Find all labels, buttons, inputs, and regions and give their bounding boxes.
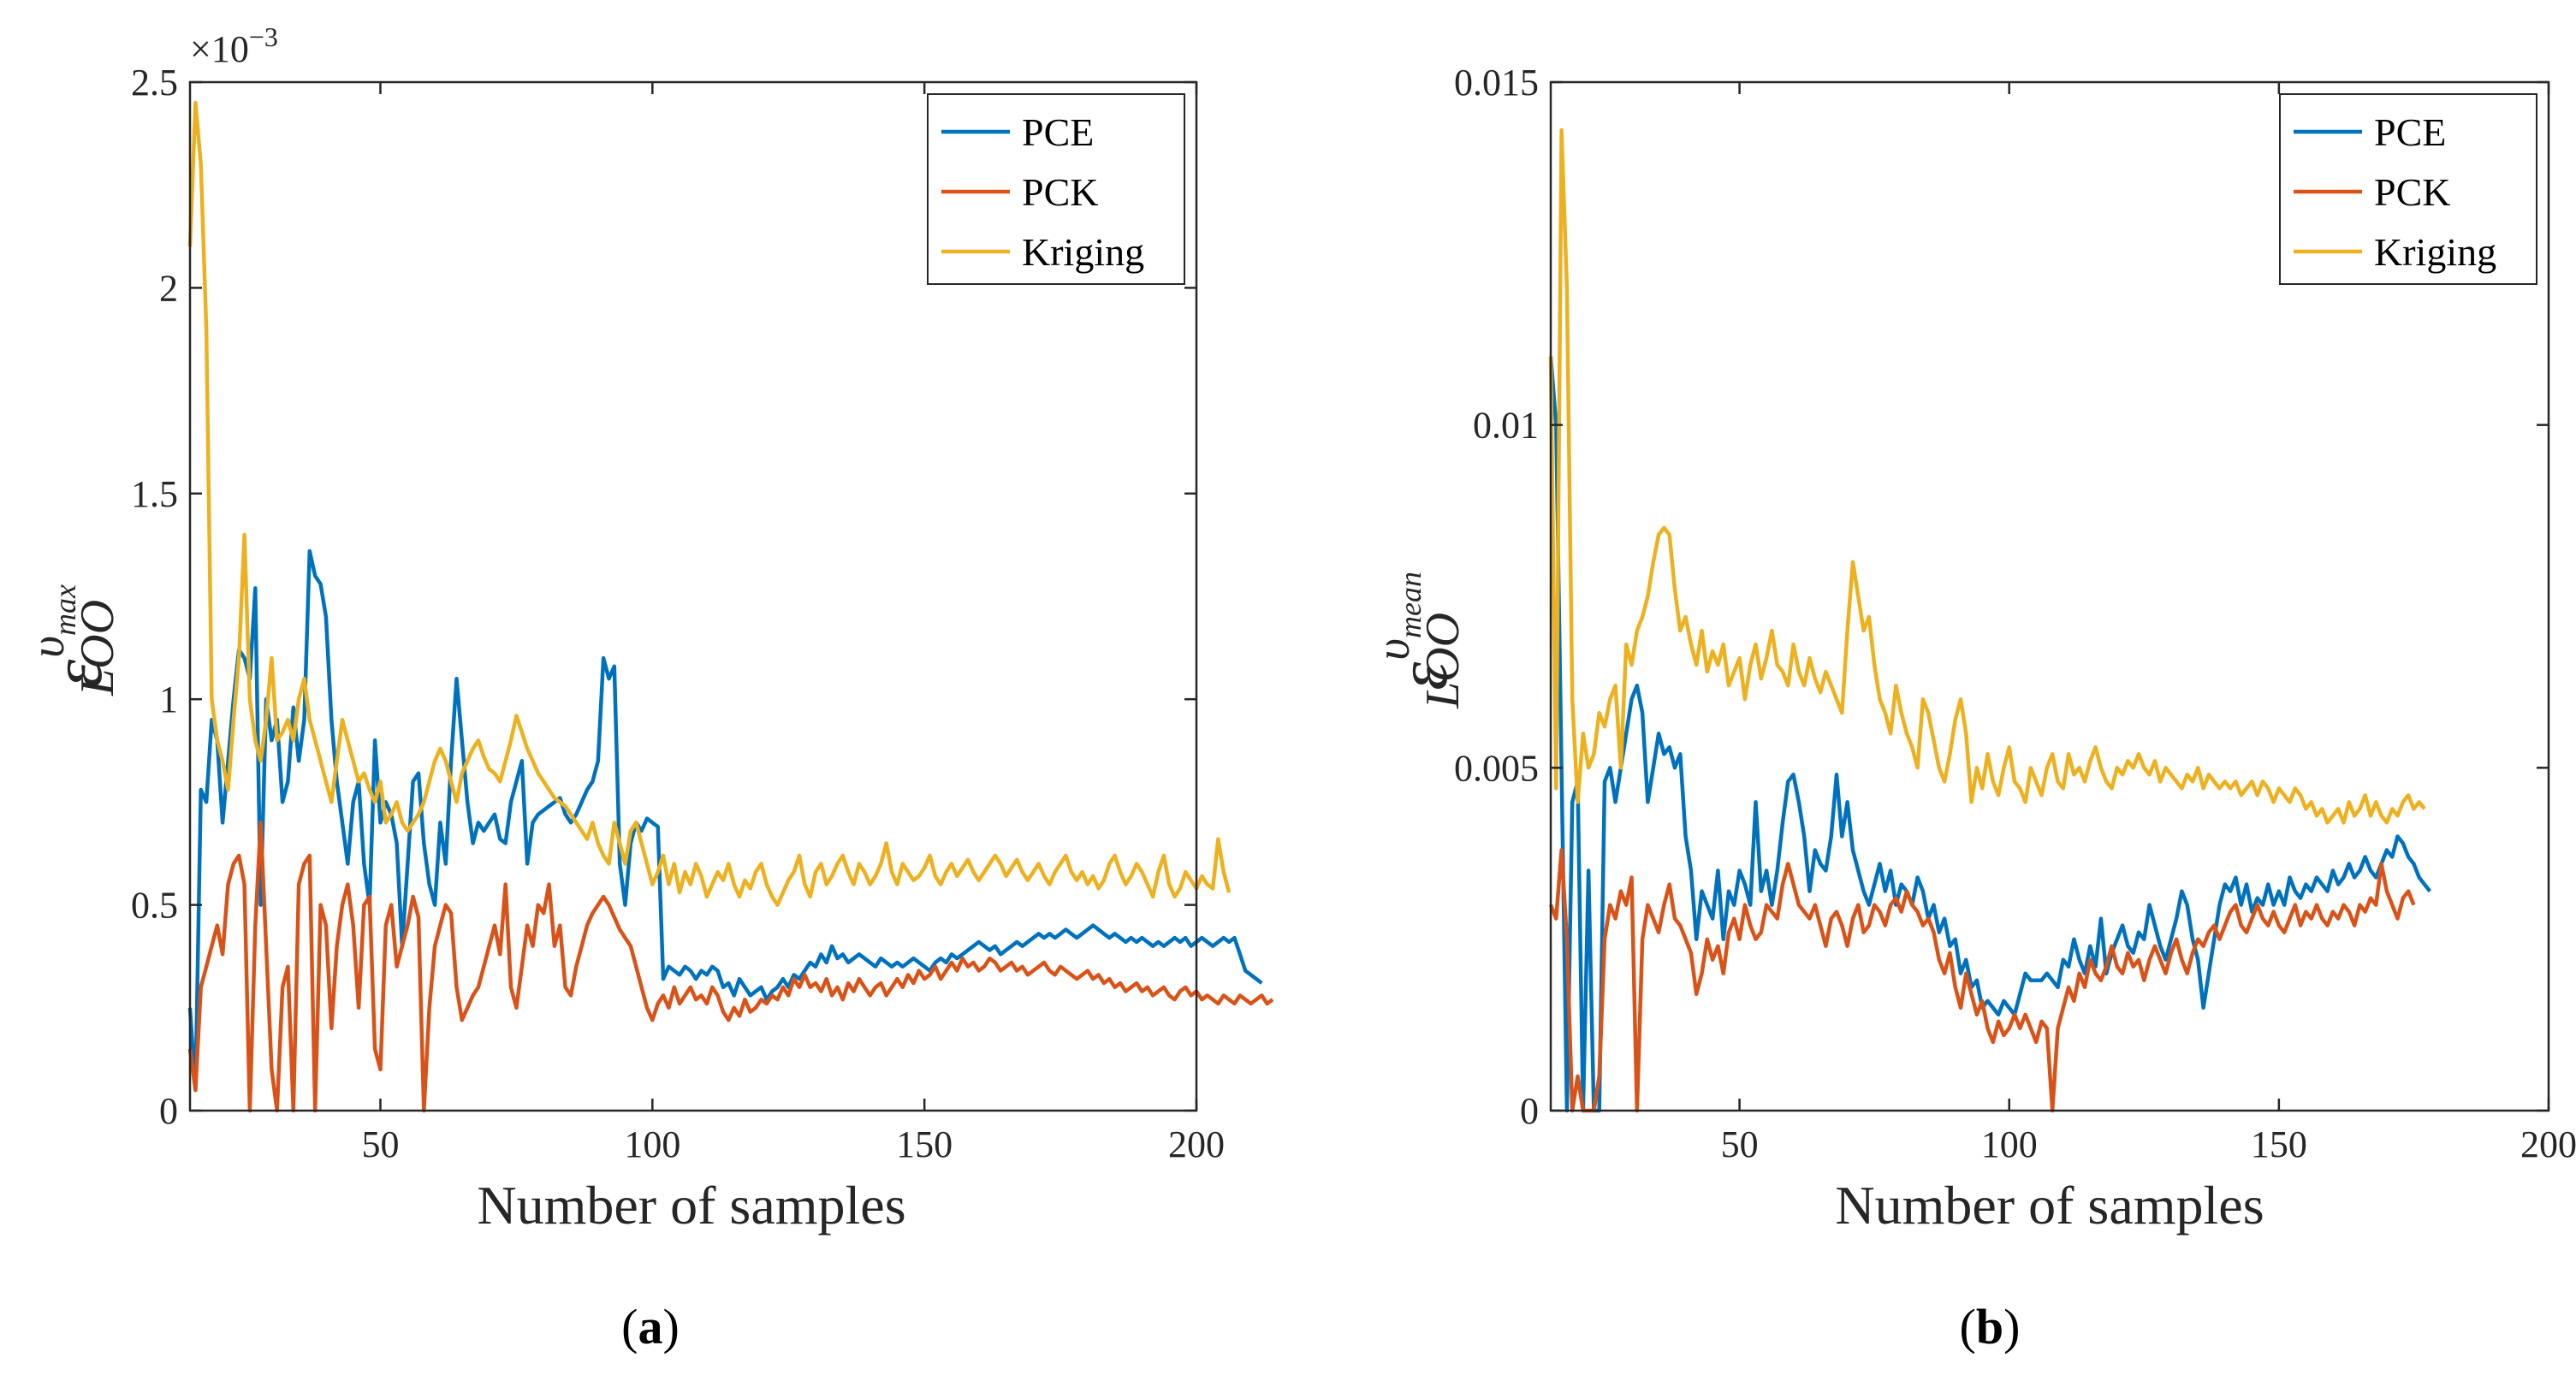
svg-text:ευmaxLOO: ευmaxLOO bbox=[21, 584, 124, 696]
x-tick-label-b: 50 bbox=[1721, 1123, 1759, 1165]
series-line-kriging-a bbox=[187, 100, 1232, 907]
y-tick-label-b: 0.015 bbox=[1454, 62, 1539, 104]
panel-label-b: (b) bbox=[1960, 1299, 2021, 1354]
y-tick-label-a: 2.5 bbox=[131, 62, 178, 104]
y-tick-label-a: 0.5 bbox=[131, 885, 178, 927]
x-tick-label-a: 50 bbox=[361, 1123, 399, 1165]
x-tick-label-b: 100 bbox=[1981, 1123, 2038, 1165]
legend-label-kriging-a: Kriging bbox=[1022, 230, 1144, 274]
y-axis-label-a: ευmaxLOO bbox=[21, 584, 124, 696]
legend-label-pck-b: PCK bbox=[2374, 170, 2450, 214]
legend-label-pce-b: PCE bbox=[2374, 110, 2446, 154]
y-tick-label-b: 0.005 bbox=[1454, 747, 1539, 789]
chart-panel-a: 50 100 150 200 0 0.5 1 1.5 2 2.5 Number of sample… bbox=[21, 21, 1274, 1354]
y-tick-label-b: 0 bbox=[1520, 1090, 1539, 1132]
y-exponent-a: ×10−3 bbox=[190, 21, 278, 70]
legend-label-pce-a: PCE bbox=[1022, 110, 1094, 154]
axes-layer-b bbox=[1549, 80, 2550, 1112]
series-line-pck-b bbox=[1548, 848, 2416, 1113]
axes-layer-a bbox=[188, 80, 1198, 1112]
axes-frame-a bbox=[188, 80, 1198, 1112]
y-tick-label-a: 1 bbox=[159, 679, 178, 720]
series-layer-a bbox=[187, 100, 1274, 1113]
panel-label-a: (a) bbox=[621, 1299, 680, 1354]
y-tick-label-a: 1.5 bbox=[131, 473, 178, 515]
series-line-kriging-b bbox=[1548, 127, 2426, 825]
ticks-layer-a: 50 100 150 200 0 0.5 1 1.5 2 2.5 bbox=[131, 62, 1225, 1165]
y-tick-label-b: 0.01 bbox=[1473, 405, 1539, 447]
chart-panel-b: 50 100 150 200 0 0.005 0.01 0.015 Number of sam… bbox=[1367, 62, 2576, 1354]
axes-frame-b bbox=[1549, 80, 2550, 1112]
y-tick-label-a: 0 bbox=[159, 1090, 178, 1132]
x-axis-label-b: Number of samples bbox=[1835, 1175, 2264, 1236]
series-line-pce-b bbox=[1548, 356, 2432, 1113]
y-axis-label-b: ευmeanLOO bbox=[1367, 572, 1469, 709]
x-tick-label-a: 150 bbox=[896, 1123, 953, 1165]
y-tick-label-a: 2 bbox=[159, 267, 178, 309]
svg-text:ευmeanLOO: ευmeanLOO bbox=[1367, 572, 1469, 709]
ticks-layer-b: 50 100 150 200 0 0.005 0.01 0.015 bbox=[1454, 62, 2576, 1165]
legend-label-pck-a: PCK bbox=[1022, 170, 1098, 214]
x-tick-label-a: 200 bbox=[1168, 1123, 1225, 1165]
legend-label-kriging-b: Kriging bbox=[2374, 230, 2496, 274]
legend-b: PCE PCK Kriging bbox=[2279, 93, 2537, 285]
x-tick-label-b: 150 bbox=[2251, 1123, 2307, 1165]
series-layer-b bbox=[1548, 127, 2432, 1113]
x-axis-label-a: Number of samples bbox=[477, 1175, 905, 1236]
x-tick-label-a: 100 bbox=[624, 1123, 680, 1165]
x-tick-label-b: 200 bbox=[2520, 1123, 2576, 1165]
series-line-pck-a bbox=[187, 821, 1274, 1113]
legend-a: PCE PCK Kriging bbox=[927, 93, 1185, 285]
